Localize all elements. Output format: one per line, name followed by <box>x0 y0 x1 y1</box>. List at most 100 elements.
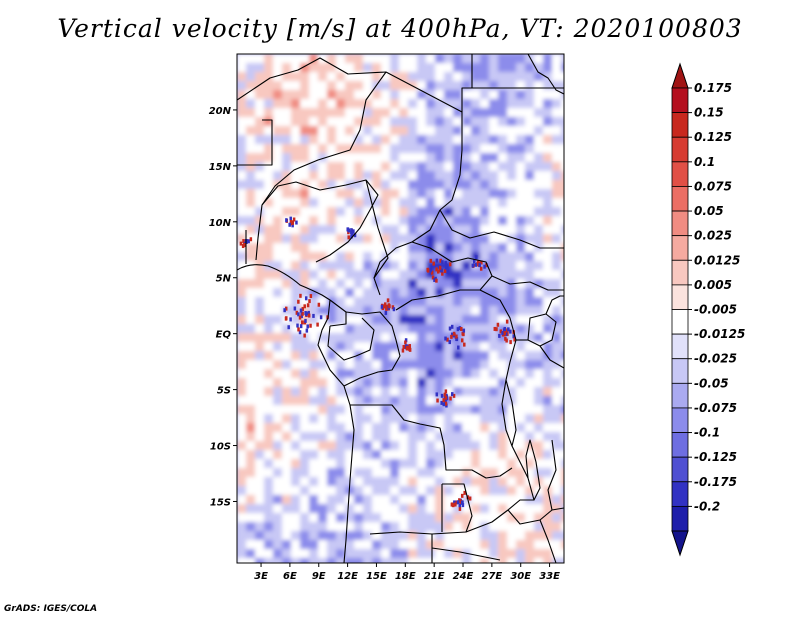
field-cell <box>561 90 564 100</box>
field-cell <box>390 270 400 280</box>
field-cell <box>255 324 265 334</box>
field-cell <box>516 333 526 343</box>
field-cell <box>435 414 445 424</box>
field-cell <box>345 153 355 163</box>
field-cell <box>399 207 409 217</box>
hotspot-cell <box>496 322 500 327</box>
field-cell <box>363 288 373 298</box>
field-cell <box>525 324 535 334</box>
field-cell <box>426 324 436 334</box>
field-cell <box>453 378 463 388</box>
field-cell <box>462 360 472 370</box>
field-cell <box>417 144 427 154</box>
field-cell <box>381 261 391 271</box>
field-cell <box>273 198 283 208</box>
field-cell <box>246 171 256 181</box>
field-cell <box>543 513 553 523</box>
field-cell <box>273 162 283 172</box>
field-cell <box>336 450 346 460</box>
field-cell <box>363 189 373 199</box>
field-cell <box>282 414 292 424</box>
field-cell <box>282 54 292 64</box>
field-cell <box>273 351 283 361</box>
field-cell <box>237 450 247 460</box>
field-cell <box>534 288 544 298</box>
field-cell <box>516 540 526 550</box>
field-cell <box>336 81 346 91</box>
field-cell <box>246 342 256 352</box>
field-cell <box>543 72 553 82</box>
field-cell <box>291 369 301 379</box>
field-cell <box>552 207 562 217</box>
hotspot-cell <box>501 331 504 336</box>
field-cell <box>516 504 526 514</box>
field-cell <box>381 360 391 370</box>
field-cell <box>516 99 526 109</box>
field-cell <box>300 360 310 370</box>
field-cell <box>534 351 544 361</box>
field-cell <box>462 279 472 289</box>
field-cell <box>300 270 310 280</box>
field-cell <box>399 171 409 181</box>
field-cell <box>363 540 373 550</box>
field-cell <box>282 387 292 397</box>
field-cell <box>552 63 562 73</box>
field-cell <box>273 180 283 190</box>
field-cell <box>480 90 490 100</box>
field-cell <box>498 252 508 262</box>
field-cell <box>507 261 517 271</box>
field-cell <box>426 135 436 145</box>
field-cell <box>345 351 355 361</box>
convective-hotspots <box>239 216 516 511</box>
field-cell <box>264 540 274 550</box>
field-cell <box>237 387 247 397</box>
field-cell <box>363 504 373 514</box>
field-cell <box>237 441 247 451</box>
field-cell <box>309 198 319 208</box>
field-cell <box>480 333 490 343</box>
field-cell <box>543 360 553 370</box>
field-cell <box>543 63 553 73</box>
field-cell <box>381 423 391 433</box>
field-cell <box>489 360 499 370</box>
hotspot-cell <box>485 263 488 268</box>
hotspot-cell <box>309 294 313 299</box>
field-cell <box>444 144 454 154</box>
field-cell <box>327 306 337 316</box>
field-cell <box>462 540 472 550</box>
field-cell <box>264 432 274 442</box>
field-cell <box>354 279 364 289</box>
field-cell <box>399 225 409 235</box>
field-cell <box>327 396 337 406</box>
field-cell <box>318 207 328 217</box>
field-cell <box>300 63 310 73</box>
field-cell <box>543 477 553 487</box>
field-cell <box>327 126 337 136</box>
field-cell <box>237 360 247 370</box>
hotspot-cell <box>499 329 503 334</box>
field-cell <box>291 180 301 190</box>
field-cell <box>471 540 481 550</box>
field-cell <box>417 198 427 208</box>
field-cell <box>354 486 364 496</box>
field-cell <box>561 63 564 73</box>
hotspot-cell <box>448 262 452 267</box>
field-cell <box>399 531 409 541</box>
field-cell <box>399 189 409 199</box>
field-cell <box>282 135 292 145</box>
field-cell <box>426 468 436 478</box>
field-cell <box>300 495 310 505</box>
field-cell <box>345 486 355 496</box>
field-cell <box>246 423 256 433</box>
field-cell <box>273 63 283 73</box>
hotspot-cell <box>350 228 353 233</box>
field-cell <box>480 108 490 118</box>
field-cell <box>426 297 436 307</box>
field-cell <box>336 468 346 478</box>
hotspot-cell <box>436 398 439 403</box>
field-cell <box>489 414 499 424</box>
field-cell <box>507 207 517 217</box>
field-cell <box>543 126 553 136</box>
field-cell <box>246 513 256 523</box>
field-cell <box>417 513 427 523</box>
